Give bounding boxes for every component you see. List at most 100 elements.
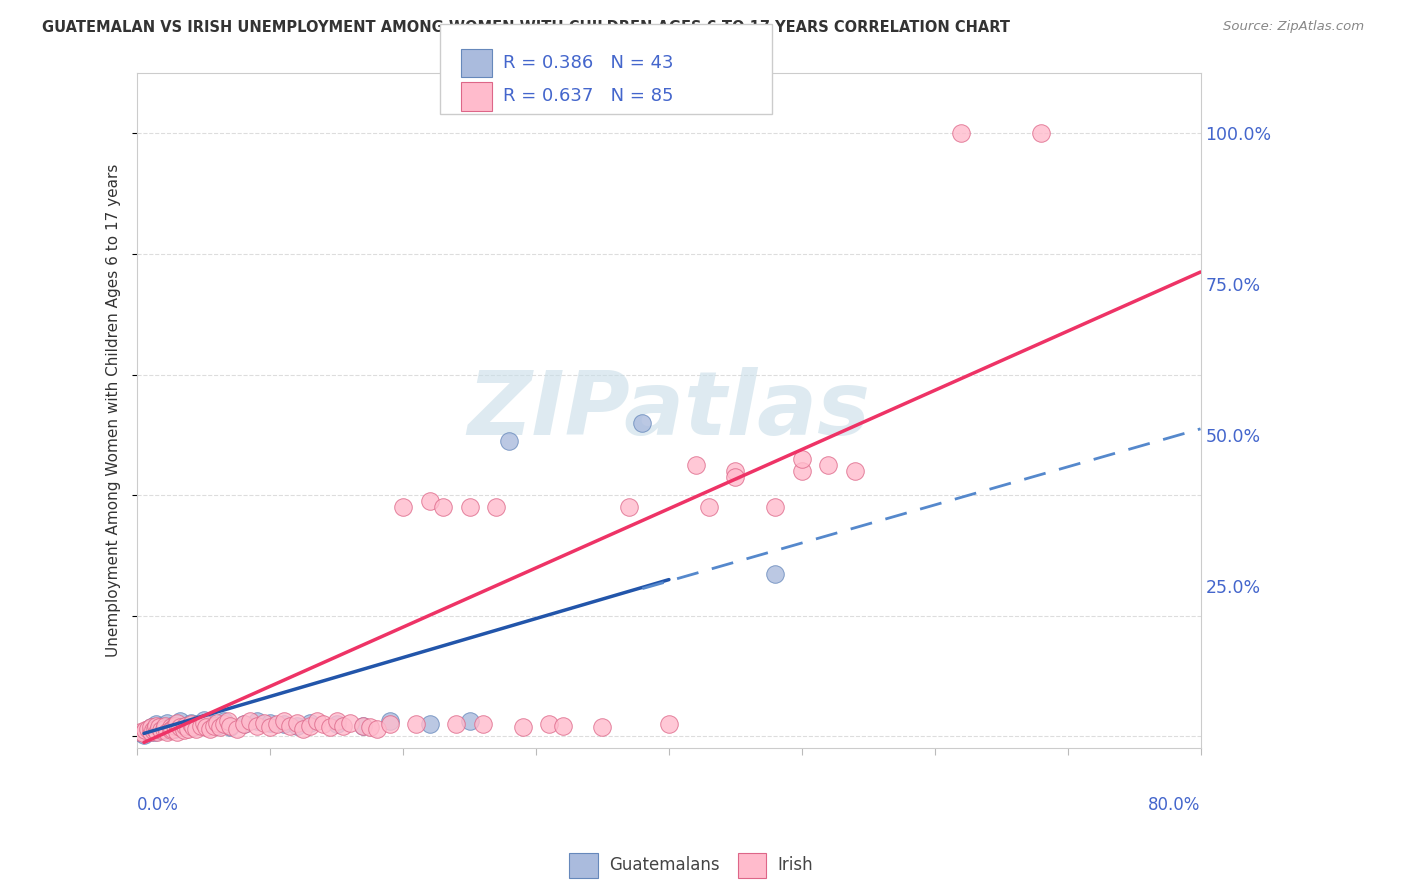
Point [184, 722, 207, 736]
Point [285, 718, 308, 732]
Point [273, 717, 295, 731]
Point [159, 718, 181, 732]
Point [205, 718, 228, 732]
Point [278, 718, 301, 732]
Point [212, 717, 235, 731]
Point [159, 723, 181, 738]
Point [458, 500, 481, 515]
Text: R = 0.386   N = 43: R = 0.386 N = 43 [503, 54, 673, 72]
Point [148, 720, 170, 734]
Point [193, 716, 215, 731]
Point [419, 717, 441, 731]
Point [305, 714, 328, 729]
Y-axis label: Unemployment Among Women with Children Ages 6 to 17 years: Unemployment Among Women with Children A… [107, 164, 121, 657]
Point [763, 500, 786, 515]
Text: 0.0%: 0.0% [138, 796, 179, 814]
Point [160, 722, 183, 736]
Point [319, 720, 342, 734]
Point [173, 723, 195, 738]
Point [246, 714, 269, 729]
Point [817, 458, 839, 472]
Point [136, 722, 159, 736]
Point [173, 718, 195, 732]
Point [332, 718, 354, 732]
Point [266, 717, 288, 731]
Point [446, 717, 468, 731]
Point [592, 720, 614, 734]
Point [166, 717, 188, 731]
Point [458, 714, 481, 729]
Point [252, 716, 274, 731]
Point [146, 724, 169, 739]
Point [131, 726, 153, 740]
Point [259, 716, 281, 731]
Point [169, 720, 191, 734]
Point [239, 714, 262, 729]
Point [155, 723, 177, 738]
Point [724, 464, 747, 478]
Text: Source: ZipAtlas.com: Source: ZipAtlas.com [1223, 20, 1364, 33]
Point [200, 722, 222, 736]
Point [232, 717, 254, 731]
Point [186, 717, 208, 731]
Point [166, 724, 188, 739]
Point [163, 722, 186, 736]
Point [142, 722, 165, 736]
Point [658, 717, 681, 731]
Point [131, 726, 153, 740]
Point [177, 722, 200, 736]
Point [150, 723, 173, 738]
Point [155, 716, 177, 731]
Point [285, 716, 308, 731]
Text: R = 0.637   N = 85: R = 0.637 N = 85 [503, 87, 673, 105]
Point [405, 717, 427, 731]
Point [844, 464, 866, 478]
Point [378, 714, 401, 729]
Point [724, 470, 747, 484]
Point [498, 434, 520, 448]
Text: Irish: Irish [778, 856, 813, 874]
Point [339, 716, 361, 731]
Point [180, 717, 202, 731]
Point [512, 720, 534, 734]
Point [143, 724, 166, 739]
Point [538, 717, 561, 731]
Point [148, 723, 170, 738]
Point [166, 716, 188, 731]
Point [419, 494, 441, 508]
Point [685, 458, 707, 472]
Point [153, 722, 176, 736]
Point [259, 720, 281, 734]
Point [160, 720, 183, 734]
Point [219, 718, 242, 732]
Point [163, 718, 186, 732]
Point [146, 721, 169, 735]
Point [193, 713, 215, 727]
Point [208, 720, 231, 734]
Point [325, 714, 347, 729]
Point [195, 720, 218, 734]
Point [551, 718, 574, 732]
Point [219, 720, 242, 734]
Point [134, 723, 156, 738]
Point [292, 722, 315, 736]
Point [273, 714, 295, 729]
Text: GUATEMALAN VS IRISH UNEMPLOYMENT AMONG WOMEN WITH CHILDREN AGES 6 TO 17 YEARS CO: GUATEMALAN VS IRISH UNEMPLOYMENT AMONG W… [42, 20, 1010, 35]
Point [153, 720, 176, 734]
Point [150, 718, 173, 732]
Point [617, 500, 640, 515]
Point [790, 464, 813, 478]
Point [697, 500, 720, 515]
Text: Guatemalans: Guatemalans [609, 856, 720, 874]
Point [299, 716, 322, 731]
Point [177, 720, 200, 734]
Point [139, 724, 162, 739]
Point [139, 720, 162, 734]
Point [136, 723, 159, 738]
Point [142, 723, 165, 738]
Point [790, 452, 813, 467]
Point [200, 716, 222, 731]
Point [155, 718, 177, 732]
Point [485, 500, 508, 515]
Point [174, 718, 197, 732]
